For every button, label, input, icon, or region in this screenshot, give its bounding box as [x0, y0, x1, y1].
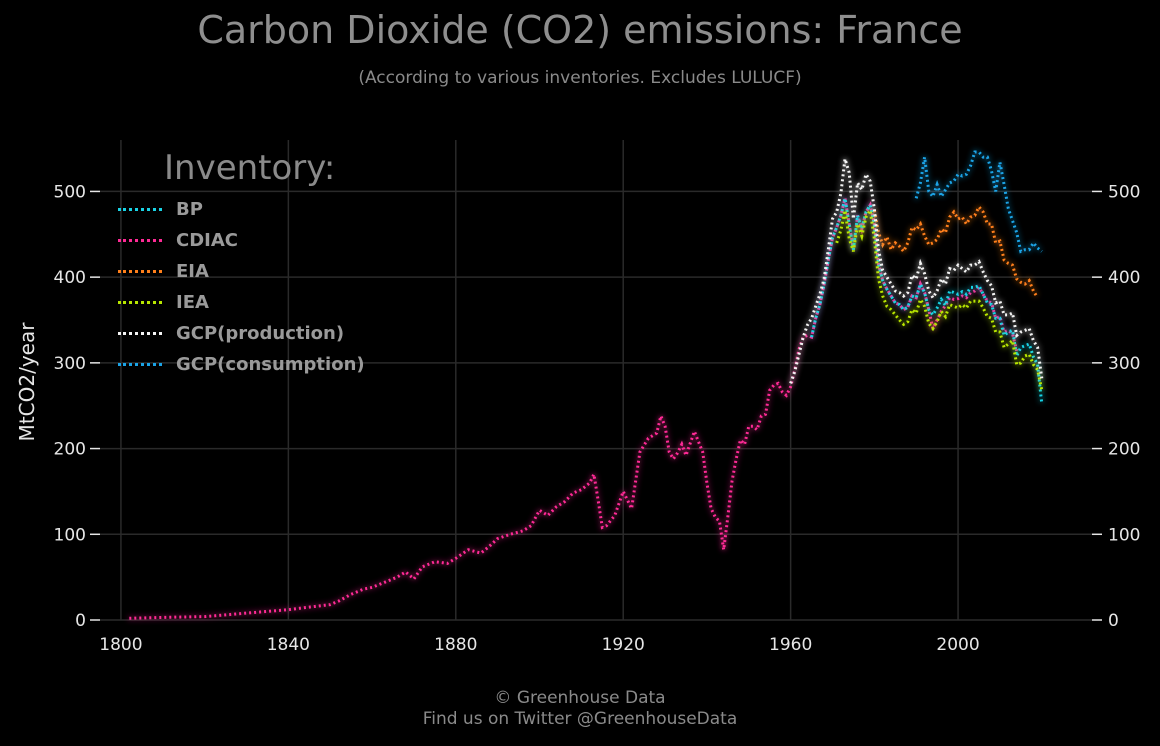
legend-label: IEA	[176, 292, 209, 313]
legend-item-gcp-consumption: GCP(consumption)	[118, 349, 365, 380]
legend-swatch	[118, 270, 162, 273]
footer-twitter: Find us on Twitter @GreenhouseData	[422, 709, 738, 729]
legend-title: Inventory:	[164, 148, 336, 188]
y-tick-label-left: 400	[54, 268, 86, 288]
legend-swatch	[118, 239, 162, 242]
legend-item-eia: EIA	[118, 256, 365, 287]
legend-label: CDIAC	[176, 230, 238, 251]
footer-copyright: © Greenhouse Data	[494, 688, 666, 708]
y-tick-label-right: 0	[1108, 611, 1119, 631]
legend-items: BP CDIAC EIA IEA GCP(production) GCP(consumpt…	[118, 194, 365, 380]
legend-item-cdiac: CDIAC	[118, 225, 365, 256]
y-tick-label-right: 200	[1108, 440, 1140, 460]
axes: 1800 1840 1880 1920 1960 2000 0 0 100 100 200 200 30…	[54, 182, 1141, 655]
y-tick-label-right: 300	[1108, 354, 1140, 374]
x-tick-label: 1800	[99, 635, 142, 655]
y-tick-label-left: 200	[54, 440, 86, 460]
x-tick-label: 1920	[602, 635, 645, 655]
y-tick-label-left: 300	[54, 354, 86, 374]
y-tick-label-left: 100	[54, 525, 86, 545]
legend: Inventory: BP CDIAC EIA IEA GCP(production) G…	[118, 148, 365, 380]
y-tick-label-right: 100	[1108, 525, 1140, 545]
legend-label: EIA	[176, 261, 209, 282]
series-line-iea	[835, 206, 1044, 391]
legend-swatch	[118, 332, 162, 335]
legend-item-bp: BP	[118, 194, 365, 225]
x-tick-label: 1960	[769, 635, 812, 655]
chart-subtitle: (According to various inventories. Exclu…	[358, 68, 802, 88]
y-tick-label-left: 0	[75, 611, 86, 631]
x-tick-label: 1880	[434, 635, 477, 655]
series-line-cdiac	[129, 197, 1019, 620]
series-lines	[129, 150, 1044, 620]
y-tick-label-right: 400	[1108, 268, 1140, 288]
series-line-eia	[872, 204, 1039, 299]
legend-swatch	[118, 301, 162, 304]
series-line-gcp-consumption	[914, 150, 1043, 254]
x-tick-label: 2000	[936, 635, 979, 655]
y-tick-label-left: 500	[54, 182, 86, 202]
series-line-gcp-production	[789, 158, 1044, 384]
legend-label: GCP(consumption)	[176, 354, 365, 375]
y-tick-label-right: 500	[1108, 182, 1140, 202]
grid	[100, 140, 1092, 621]
series-line-bp	[810, 197, 1044, 405]
legend-label: BP	[176, 199, 203, 220]
x-tick-label: 1840	[267, 635, 310, 655]
legend-item-gcp-production: GCP(production)	[118, 318, 365, 349]
y-axis-label: MtCO2/year	[15, 322, 39, 442]
legend-swatch	[118, 363, 162, 366]
legend-swatch	[118, 208, 162, 211]
chart-title: Carbon Dioxide (CO2) emissions: France	[197, 8, 963, 52]
legend-label: GCP(production)	[176, 323, 345, 344]
legend-item-iea: IEA	[118, 287, 365, 318]
